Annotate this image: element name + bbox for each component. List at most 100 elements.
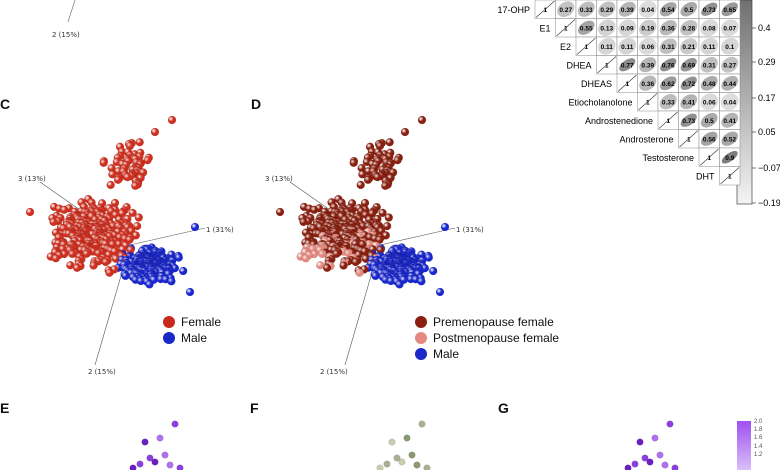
correlation-cell: 0.07 — [719, 18, 741, 38]
data-point — [301, 254, 310, 263]
correlation-value: 0.27 — [559, 7, 572, 14]
male-swatch — [163, 332, 175, 344]
correlation-value: 0.73 — [682, 118, 695, 125]
data-point — [400, 127, 410, 137]
data-point — [363, 175, 373, 184]
data-point — [190, 222, 200, 232]
data-point — [179, 266, 188, 276]
data-point — [636, 438, 644, 446]
data-point — [123, 172, 132, 182]
data-point — [398, 458, 406, 466]
correlation-value: 0.13 — [600, 25, 613, 32]
data-point — [136, 460, 144, 468]
data-point — [661, 461, 669, 469]
correlation-cell: 0.39 — [637, 55, 659, 75]
correlation-cell: 0.28 — [678, 18, 700, 38]
correlation-cell: 0.55 — [575, 18, 597, 38]
data-point — [151, 458, 159, 466]
correlation-cell: 0.36 — [637, 73, 659, 93]
axis-label-2: 2 (15%) — [88, 368, 116, 376]
data-point — [68, 249, 77, 259]
correlation-value: 1 — [625, 81, 629, 88]
correlation-cell: 0.1 — [719, 36, 741, 56]
postmenopause-swatch — [415, 332, 427, 344]
correlation-cell: 0.73 — [678, 110, 700, 130]
correlation-cell: 0.04 — [637, 0, 659, 19]
correlation-cell: 0.31 — [657, 36, 679, 56]
data-point — [72, 263, 82, 272]
correlation-value: 0.77 — [621, 62, 634, 69]
panel-letter-e: E — [0, 400, 10, 416]
correlation-cell: 0.41 — [678, 92, 700, 112]
correlation-value: 0.54 — [662, 7, 675, 14]
female-swatch — [163, 316, 175, 328]
correlation-cell: 1 — [698, 147, 720, 167]
data-point — [393, 454, 401, 462]
correlation-value: 0.73 — [703, 7, 716, 14]
data-point — [417, 277, 426, 286]
correlation-cell: 0.62 — [657, 73, 679, 93]
data-point — [156, 434, 164, 442]
correlation-value: 0.1 — [725, 44, 734, 51]
legend-c: Female Male — [163, 315, 221, 345]
correlation-value: 1 — [687, 136, 691, 143]
correlation-value: 0.09 — [621, 25, 634, 32]
data-point — [171, 420, 179, 428]
axis-label-1: 1 (31%) — [456, 226, 484, 234]
correlation-value: 0.04 — [641, 7, 654, 14]
correlation-cell: 0.72 — [678, 73, 700, 93]
correlation-value: 0.04 — [723, 99, 736, 106]
panel-letter-d: D — [251, 96, 262, 112]
axis-label-3: 3 (13%) — [18, 175, 46, 183]
data-point — [351, 257, 360, 267]
panel-letter-g: G — [498, 400, 509, 416]
data-point — [666, 420, 674, 428]
data-point — [395, 280, 404, 289]
correlation-row-label: Androstenedione — [585, 116, 653, 126]
colorbar-tick: 0.17 — [758, 93, 776, 103]
correlation-value: 0.41 — [682, 99, 695, 106]
correlation-value: 0.28 — [682, 25, 695, 32]
premenopause-swatch — [415, 316, 427, 328]
correlation-row-label: DHT — [696, 171, 715, 181]
data-point — [101, 257, 110, 267]
data-point — [49, 217, 58, 227]
correlation-value: 0.5 — [705, 118, 714, 125]
tick: 1.6 — [754, 435, 763, 442]
correlation-value: 0.27 — [723, 62, 736, 69]
correlation-cell: 0.13 — [596, 18, 618, 38]
correlation-value: 0.31 — [703, 62, 716, 69]
data-point — [429, 266, 438, 276]
correlation-value: 0.08 — [703, 25, 716, 32]
correlation-cell: 0.19 — [637, 18, 659, 38]
bottom-plots — [129, 420, 679, 470]
legend-label: Premenopause female — [433, 315, 554, 329]
data-point — [128, 208, 137, 218]
correlation-value: 0.44 — [723, 81, 736, 88]
pca-plot-c — [25, 115, 206, 366]
data-point — [167, 277, 176, 286]
correlation-value: 1 — [564, 25, 568, 32]
correlation-value: 0.76 — [662, 62, 675, 69]
correlation-row-label: Etiocholanolone — [568, 97, 632, 107]
correlation-cell: 0.06 — [637, 36, 659, 56]
correlation-cell: 0.21 — [678, 36, 700, 56]
data-point — [25, 207, 35, 217]
data-point — [322, 263, 332, 272]
pca-plot-d — [275, 115, 456, 366]
correlation-value: 0.11 — [621, 44, 634, 51]
data-point — [418, 420, 426, 428]
correlation-cell: 1 — [596, 55, 618, 75]
correlation-value: 0.65 — [723, 7, 736, 14]
data-point — [376, 464, 384, 470]
correlation-matrix: 0.4 0.29 0.17 0.05 −0.07 −0.19 17-OHP 1 0.27 0.33… — [497, 0, 780, 208]
correlation-value: 0.29 — [600, 7, 613, 14]
data-point — [146, 454, 154, 462]
data-point — [403, 434, 411, 442]
data-point — [383, 460, 391, 468]
correlation-value: 1 — [543, 7, 547, 14]
correlation-value: 0.55 — [580, 25, 593, 32]
data-point — [185, 287, 195, 297]
correlation-value: 0.21 — [682, 44, 695, 51]
colorbar-tick: 0.29 — [758, 57, 776, 67]
